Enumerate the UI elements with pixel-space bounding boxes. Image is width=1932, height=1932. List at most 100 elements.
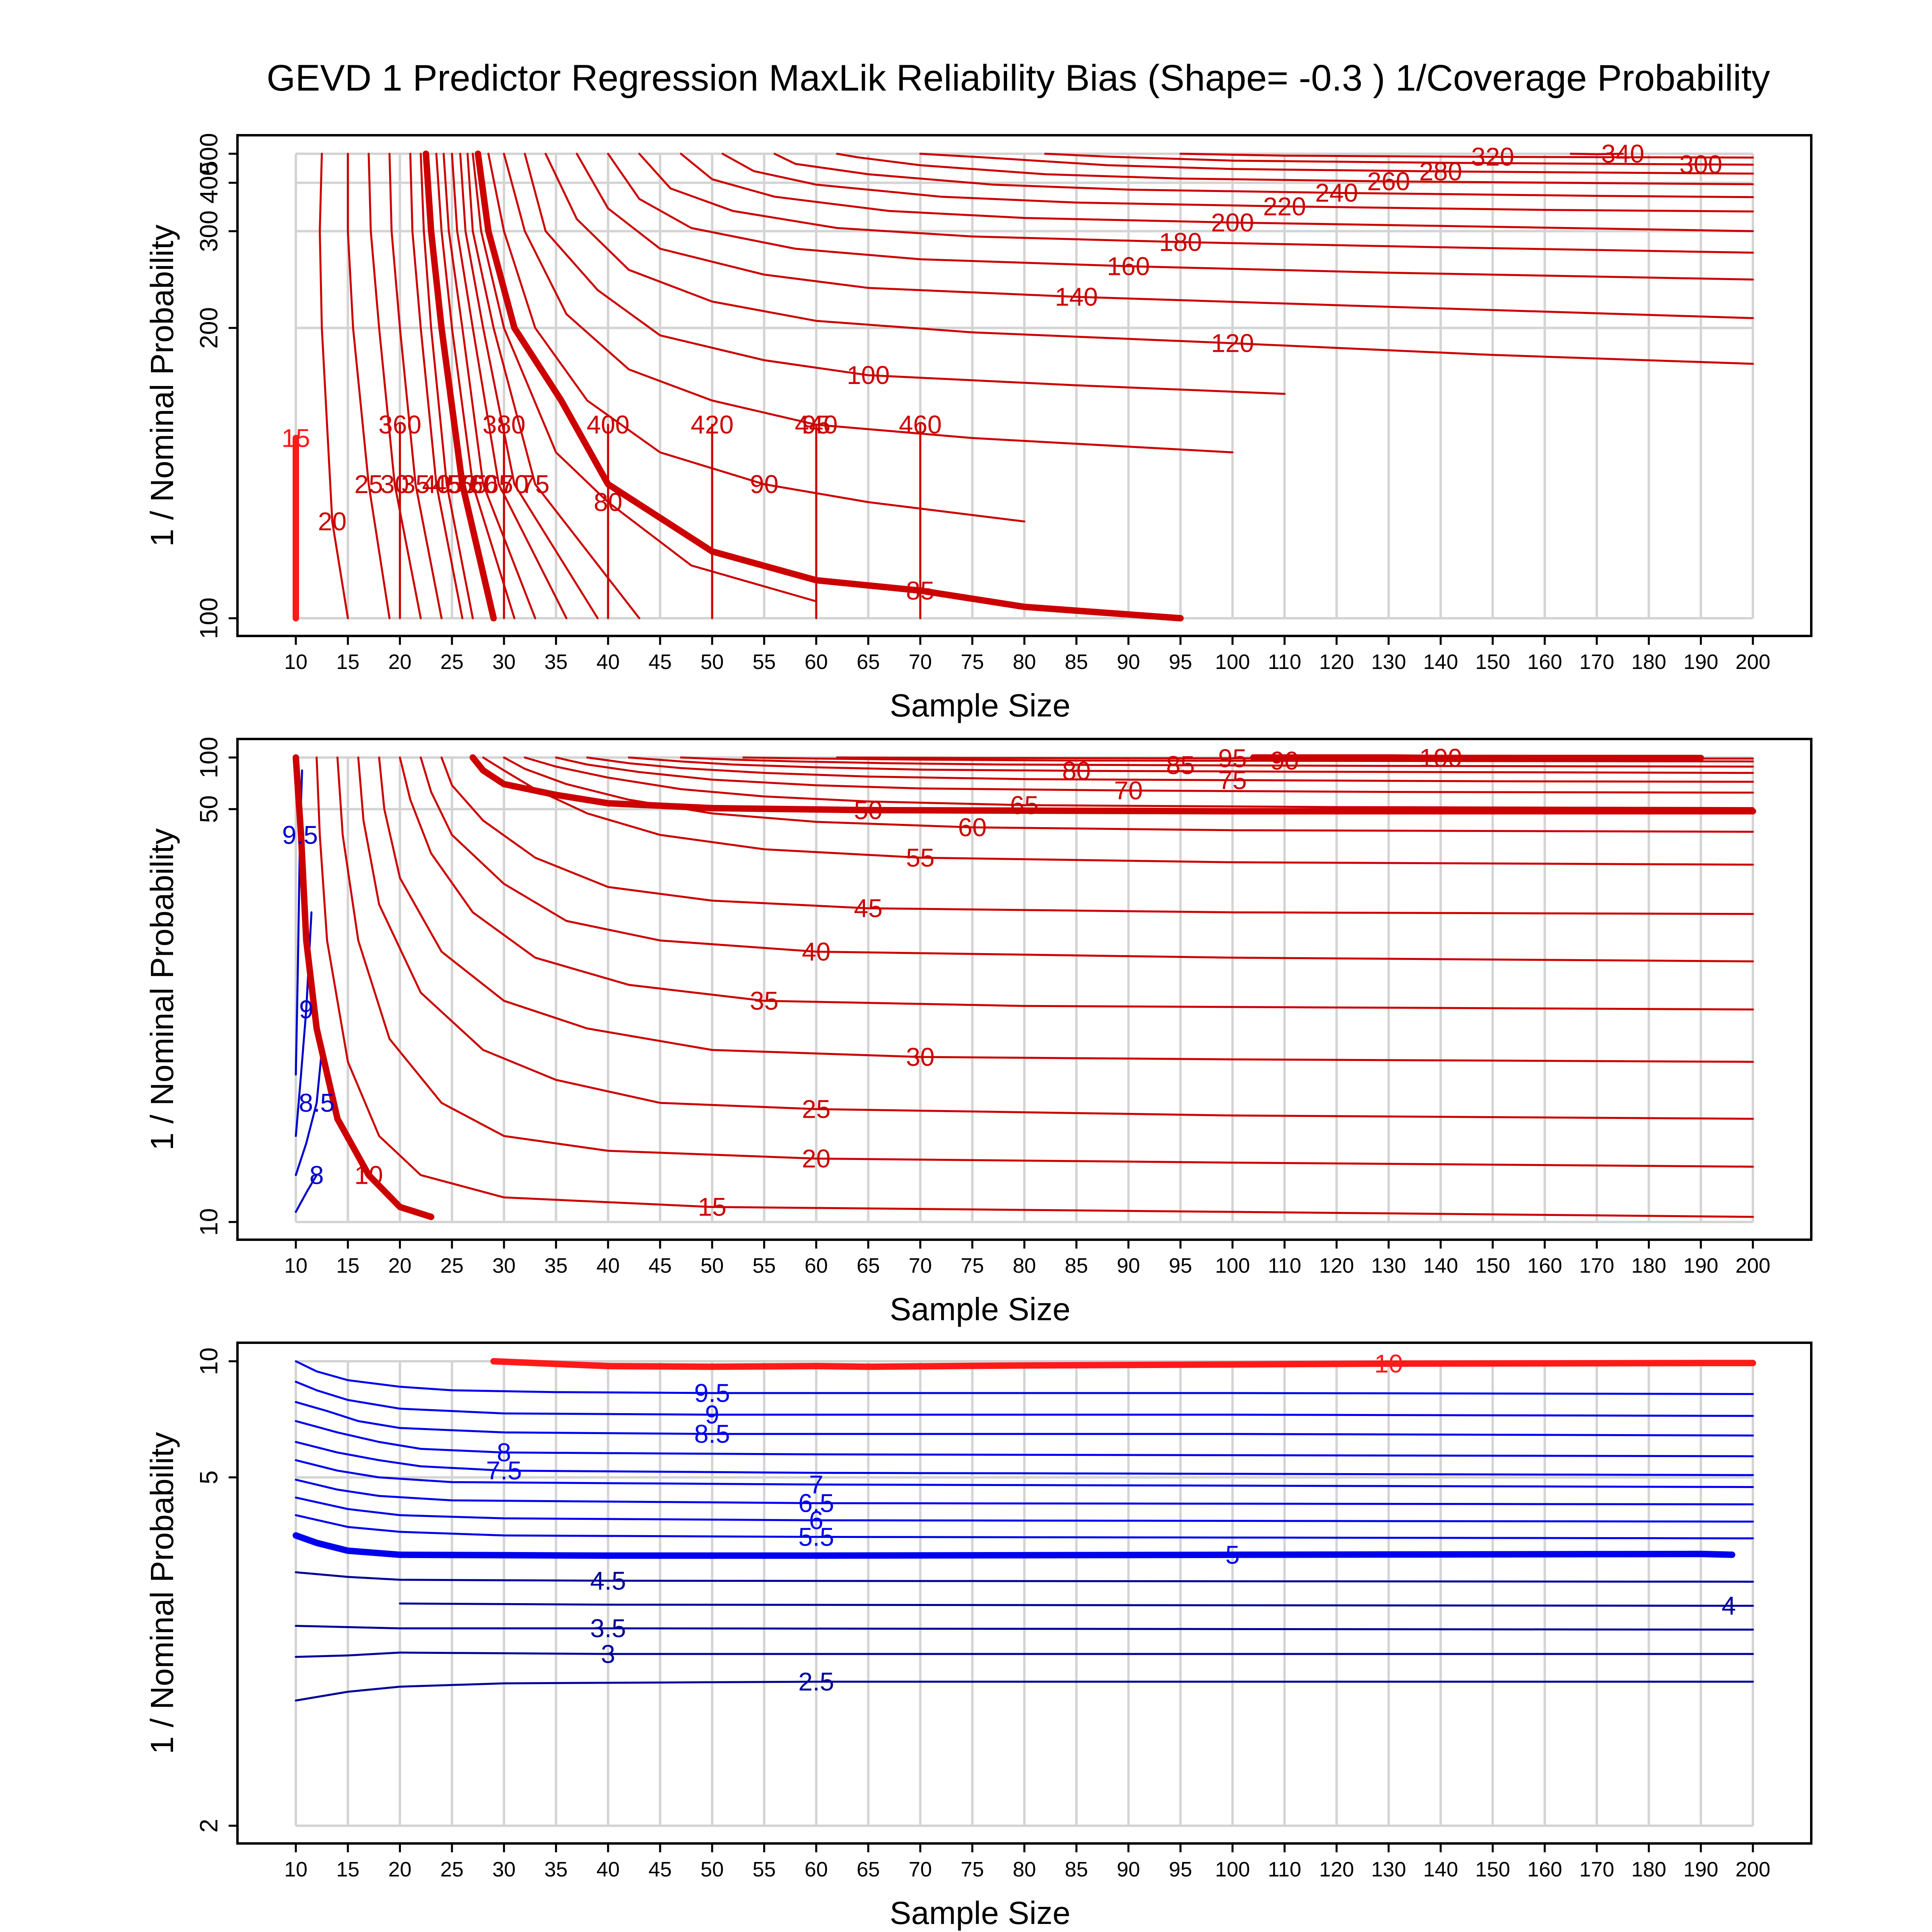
- x-tick-label: 100: [1215, 1254, 1250, 1278]
- x-tick-label: 160: [1527, 1254, 1562, 1278]
- x-tick-label: 100: [1215, 650, 1250, 674]
- contour-label: 50: [854, 796, 883, 825]
- contour-line-90: [742, 756, 1754, 763]
- contour-label: 420: [691, 410, 734, 439]
- contour-label: 65: [1010, 791, 1038, 819]
- contour-line-4: [399, 1602, 1754, 1607]
- x-tick-label: 65: [857, 1254, 880, 1278]
- contour-line-70: [459, 153, 599, 619]
- y-axis-label: 1 / Nominal Probability: [144, 1432, 180, 1754]
- x-tick-label: 30: [492, 650, 516, 674]
- x-tick-label: 190: [1683, 650, 1718, 674]
- contour-line-320: [1179, 153, 1754, 159]
- contour-label: 25: [802, 1095, 830, 1124]
- contour-lines: [293, 151, 1754, 621]
- x-tick-label: 50: [700, 1858, 724, 1881]
- contour-label: 90: [750, 470, 778, 499]
- x-tick-label: 200: [1736, 650, 1771, 674]
- contour-label: 9: [299, 995, 314, 1024]
- contour-label: 380: [483, 410, 526, 439]
- contour-line-260: [836, 153, 1754, 186]
- contour-label: 70: [1114, 776, 1143, 805]
- contour-line-3: [295, 1651, 1754, 1658]
- x-tick-label: 140: [1423, 650, 1458, 674]
- x-tick-label: 30: [492, 1858, 516, 1881]
- x-tick-label: 160: [1527, 650, 1562, 674]
- contour-label: 8.5: [299, 1088, 334, 1117]
- contour-label: 8: [497, 1438, 511, 1467]
- contour-line-6: [295, 1496, 1754, 1523]
- y-tick-label: 400: [195, 162, 223, 203]
- x-tick-label: 25: [440, 650, 464, 674]
- contour-label: 9: [705, 1400, 719, 1429]
- panels: 1520253035404550556065707580859095100120…: [144, 133, 1812, 1931]
- contour-line-80: [627, 756, 1754, 774]
- contour-labels: 8 8.5 9 9.5 10 15 20 25 30 35 40 45 50 55 60 65 70 75 80 85…: [282, 743, 1462, 1222]
- contour-label: 180: [1159, 227, 1202, 256]
- contour-line-7-5: [295, 1441, 1754, 1476]
- contour-label: 8.5: [694, 1420, 730, 1449]
- contour-label: 75: [1218, 766, 1247, 795]
- y-tick-label: 100: [195, 597, 223, 639]
- contour-line-50: [469, 754, 1756, 815]
- contour-label: 3: [601, 1639, 615, 1668]
- contour-line-160: [607, 153, 1754, 281]
- contour-line-80: [472, 153, 817, 603]
- x-tick-label: 70: [909, 1858, 932, 1881]
- x-tick-label: 150: [1475, 650, 1510, 674]
- x-tick-label: 170: [1579, 1254, 1614, 1278]
- contour-line-15: [316, 756, 1754, 1218]
- contour-line-50: [423, 151, 497, 621]
- y-tick-label: 2: [195, 1819, 223, 1833]
- x-tick-label: 60: [805, 650, 828, 674]
- contour-line-70: [555, 756, 1754, 794]
- x-tick-label: 130: [1371, 1858, 1406, 1881]
- contour-line-200: [680, 153, 1754, 232]
- contour-line-220: [721, 153, 1754, 213]
- contour-label: 9.5: [282, 820, 318, 849]
- contour-label: 15: [281, 423, 310, 452]
- x-tick-label: 15: [336, 1858, 359, 1881]
- x-tick-label: 170: [1579, 650, 1614, 674]
- x-tick-label: 150: [1475, 1254, 1510, 1278]
- contour-label: 10: [1374, 1349, 1403, 1378]
- contour-line-95: [503, 153, 1234, 454]
- contour-line-6-5: [295, 1478, 1754, 1505]
- x-tick-label: 120: [1319, 1254, 1354, 1278]
- contour-labels: 10 9.598.5 87.5 76.565.5 5 4.5 4 3.53 2.5: [486, 1349, 1736, 1696]
- contour-line-280: [919, 153, 1754, 175]
- x-tick-label: 90: [1117, 1858, 1140, 1881]
- x-tick-label: 40: [597, 1858, 620, 1881]
- contour-label: 9.5: [694, 1379, 730, 1408]
- contour-line-30: [367, 153, 422, 619]
- contour-label: 35: [750, 986, 778, 1015]
- contour-label: 45: [432, 470, 461, 499]
- contour-line-100: [524, 153, 1286, 395]
- contour-label: 25: [354, 470, 383, 499]
- contour-label: 30: [380, 470, 409, 499]
- contour-line-3-5: [295, 1624, 1754, 1631]
- contour-label: 240: [1315, 178, 1358, 207]
- x-tick-label: 140: [1423, 1858, 1458, 1881]
- contour-label: 120: [1211, 329, 1254, 358]
- contour-line-55: [435, 153, 516, 619]
- contour-line-75: [466, 153, 640, 619]
- contour-label: 7: [809, 1470, 824, 1499]
- contour-label: 400: [586, 410, 630, 439]
- contour-label: 85: [906, 576, 935, 605]
- x-tick-label: 70: [909, 1254, 932, 1278]
- contour-line-5-5: [295, 1514, 1754, 1540]
- y-tick-label: 50: [195, 795, 223, 823]
- contour-line-65: [451, 153, 568, 619]
- x-tick-label: 170: [1579, 1858, 1614, 1881]
- y-tick-label: 500: [195, 133, 223, 174]
- x-tick-label: 190: [1683, 1254, 1718, 1278]
- x-tick-label: 95: [1169, 1858, 1192, 1881]
- contour-line-55: [482, 756, 1754, 866]
- contour-line-9-5: [295, 1360, 1754, 1395]
- x-tick-label: 55: [753, 1254, 776, 1278]
- contour-label: 200: [1211, 208, 1254, 237]
- contour-label: 100: [847, 361, 890, 390]
- x-tick-label: 10: [284, 1858, 308, 1881]
- contour-line-2-5: [295, 1680, 1754, 1702]
